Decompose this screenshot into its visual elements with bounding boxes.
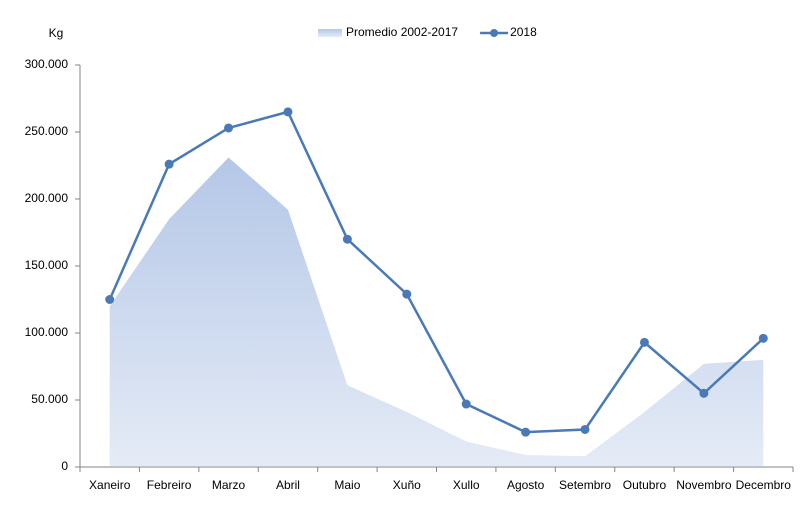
y-axis-label: Kg xyxy=(49,26,64,40)
point xyxy=(224,123,234,133)
y-tick-label: 200.000 xyxy=(25,191,69,205)
x-tick-label: Outubro xyxy=(623,478,667,492)
area xyxy=(109,157,764,467)
x-tick-label: Febreiro xyxy=(147,478,192,492)
y-tick-label: 50.000 xyxy=(31,392,68,406)
x-tick-label: Agosto xyxy=(507,478,545,492)
point xyxy=(105,295,115,304)
legend-label: Promedio 2002-2017 xyxy=(346,25,458,39)
point xyxy=(521,427,531,437)
point xyxy=(402,289,412,299)
x-tick-label: Xaneiro xyxy=(89,478,131,492)
point xyxy=(342,234,352,244)
x-tick-label: Marzo xyxy=(212,478,246,492)
x-tick-label: Decembro xyxy=(736,478,792,492)
legend-label: 2018 xyxy=(510,25,537,39)
y-tick-label: 150.000 xyxy=(25,258,69,272)
y-tick-label: 300.000 xyxy=(25,57,69,71)
point xyxy=(758,333,768,343)
point xyxy=(283,107,293,117)
x-tick-label: Setembro xyxy=(559,478,611,492)
y-tick-label: 0 xyxy=(61,459,68,473)
point xyxy=(461,399,471,409)
y-tick-label: 250.000 xyxy=(25,124,69,138)
y-tick-label: 100.000 xyxy=(25,325,69,339)
point xyxy=(580,424,590,434)
legend-swatch xyxy=(318,29,342,37)
x-tick-label: Novembro xyxy=(676,478,732,492)
point xyxy=(639,337,649,347)
x-tick-label: Maio xyxy=(334,478,360,492)
point xyxy=(699,388,709,398)
point xyxy=(164,159,174,169)
x-tick-label: Xullo xyxy=(453,478,480,492)
x-tick-label: Xuño xyxy=(393,478,421,492)
x-tick-label: Abril xyxy=(276,478,300,492)
line xyxy=(108,110,765,434)
legend-marker xyxy=(490,29,499,37)
